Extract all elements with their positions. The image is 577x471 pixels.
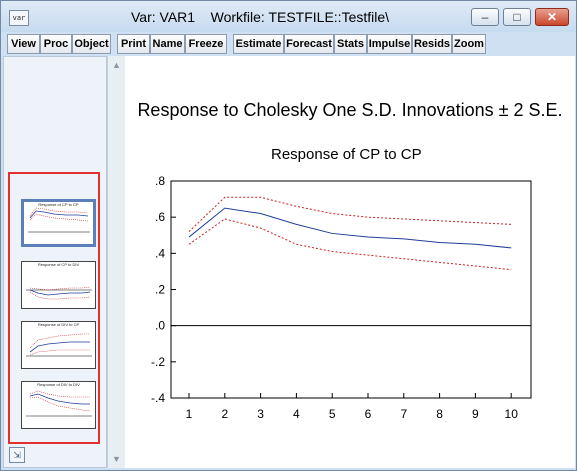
close-button[interactable]: ✕ bbox=[535, 8, 569, 26]
x-tick-label: 6 bbox=[365, 407, 372, 421]
series-group bbox=[188, 196, 512, 271]
proc-button[interactable]: Proc bbox=[40, 34, 72, 54]
resids-button[interactable]: Resids bbox=[412, 34, 452, 54]
y-tick-label: .2 bbox=[155, 283, 165, 297]
minimize-button[interactable]: – bbox=[471, 8, 499, 26]
scroll-up-icon[interactable]: ▲ bbox=[112, 60, 121, 70]
zoom-button[interactable]: Zoom bbox=[452, 34, 486, 54]
thumbnail-pane[interactable]: Response of CP to CP Response of CP to D… bbox=[3, 56, 107, 468]
thumbnail-div-to-div[interactable]: Response of DIV to DIV bbox=[21, 381, 96, 429]
view-button[interactable]: View bbox=[7, 34, 40, 54]
minimize-icon: – bbox=[481, 10, 489, 24]
thumbnail-title: Response of CP to DIV bbox=[37, 262, 80, 267]
print-button[interactable]: Print bbox=[117, 34, 150, 54]
window-title: Var: VAR1 Workfile: TESTFILE::Testfile\ bbox=[131, 9, 390, 25]
maximize-icon: □ bbox=[513, 10, 521, 24]
y-tick-label: -.2 bbox=[151, 355, 165, 369]
close-icon: ✕ bbox=[546, 10, 558, 24]
title-bar[interactable]: var Var: VAR1 Workfile: TESTFILE::Testfi… bbox=[1, 1, 576, 32]
x-tick-label: 7 bbox=[400, 407, 407, 421]
y-tick-label: .4 bbox=[155, 246, 165, 260]
impulse-response-chart: .8 .6 .4 .2 .0 -.2 -.4 1 2 3 4 5 6 7 8 9 10 bbox=[151, 174, 532, 421]
x-tick-label: 2 bbox=[221, 407, 228, 421]
x-tick-label: 4 bbox=[293, 407, 300, 421]
thumbnail-title: Response of DIV to CP bbox=[37, 322, 80, 327]
x-axis: 1 2 3 4 5 6 7 8 9 10 bbox=[186, 393, 519, 421]
object-button[interactable]: Object bbox=[72, 34, 111, 54]
vertical-scrollbar[interactable]: ▲ ▼ bbox=[107, 56, 126, 468]
thumbnail-title: Response of DIV to DIV bbox=[37, 382, 80, 387]
y-tick-label: .8 bbox=[155, 174, 165, 188]
name-button[interactable]: Name bbox=[150, 34, 185, 54]
response-line bbox=[188, 207, 512, 249]
chart-subtitle: Response of CP to CP bbox=[271, 146, 422, 163]
y-tick-label: .6 bbox=[155, 210, 165, 224]
x-tick-label: 9 bbox=[472, 407, 479, 421]
upper-band-line bbox=[188, 196, 512, 232]
freeze-button[interactable]: Freeze bbox=[185, 34, 227, 54]
graph-area: Response to Cholesky One S.D. Innovation… bbox=[125, 56, 575, 468]
scroll-down-icon[interactable]: ▼ bbox=[112, 454, 121, 464]
thumbnail-mini-chart bbox=[26, 390, 92, 417]
plot-frame bbox=[170, 180, 532, 399]
impulse-button[interactable]: Impulse bbox=[367, 34, 412, 54]
estimate-button[interactable]: Estimate bbox=[233, 34, 284, 54]
chart-main-title: Response to Cholesky One S.D. Innovation… bbox=[137, 100, 563, 120]
forecast-button[interactable]: Forecast bbox=[284, 34, 334, 54]
lower-band-line bbox=[188, 218, 512, 271]
x-tick-label: 3 bbox=[257, 407, 264, 421]
x-tick-label: 1 bbox=[186, 407, 193, 421]
thumbnail-cp-to-div[interactable]: Response of CP to DIV bbox=[21, 261, 96, 309]
thumbnail-mini-chart bbox=[26, 286, 92, 300]
var-app-icon[interactable]: var bbox=[9, 10, 29, 26]
thumbnail-highlight-box: Response of CP to CP Response of CP to D… bbox=[8, 172, 100, 444]
thumbnail-mini-chart bbox=[28, 207, 90, 233]
x-tick-label: 10 bbox=[505, 407, 519, 421]
y-tick-label: -.4 bbox=[151, 391, 165, 405]
thumbnail-cp-to-cp[interactable]: Response of CP to CP bbox=[21, 199, 96, 247]
y-tick-label: .0 bbox=[155, 319, 165, 333]
thumbnail-div-to-cp[interactable]: Response of DIV to CP bbox=[21, 321, 96, 369]
thumbnail-title: Response of CP to CP bbox=[38, 202, 79, 207]
stats-button[interactable]: Stats bbox=[334, 34, 367, 54]
resize-icon[interactable]: ⇲ bbox=[9, 447, 25, 463]
y-axis: .8 .6 .4 .2 .0 -.2 -.4 bbox=[151, 174, 531, 405]
maximize-button[interactable]: □ bbox=[503, 8, 531, 26]
x-tick-label: 8 bbox=[436, 407, 443, 421]
thumbnail-mini-chart bbox=[26, 333, 92, 357]
x-tick-label: 5 bbox=[329, 407, 336, 421]
